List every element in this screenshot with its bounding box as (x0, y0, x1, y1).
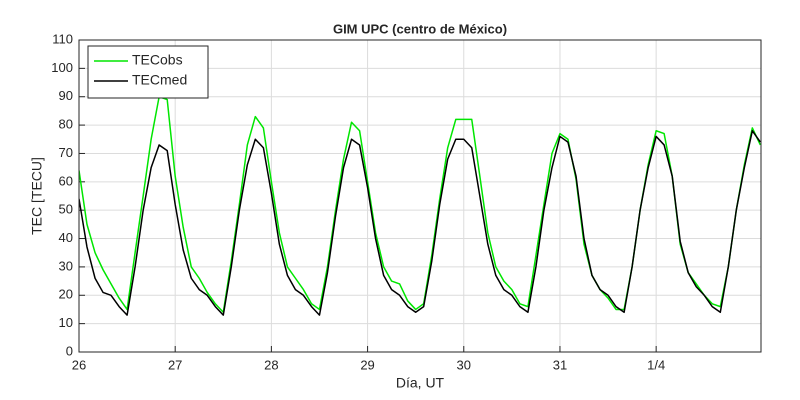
x-tick-label: 26 (72, 357, 86, 372)
y-tick-label: 30 (59, 258, 73, 273)
x-tick-label: 28 (264, 357, 278, 372)
y-tick-label: 100 (51, 60, 73, 75)
chart-title: GIM UPC (centro de México) (333, 21, 507, 36)
y-axis-label: TEC [TECU] (29, 157, 45, 235)
x-tick-label: 31 (553, 357, 567, 372)
legend-label: TECmed (132, 72, 187, 88)
x-tick-label: 27 (168, 357, 182, 372)
series-line (79, 130, 761, 316)
y-tick-label: 110 (52, 31, 73, 46)
y-tick-label: 10 (59, 315, 73, 330)
legend: TECobs TECmed (87, 45, 209, 99)
legend-box (87, 45, 209, 99)
x-tick-label: 29 (360, 357, 374, 372)
y-tick-label: 0 (66, 343, 73, 358)
x-axis-label: Día, UT (396, 375, 445, 391)
y-tick-label: 60 (59, 173, 73, 188)
x-tick-label: 1/4 (647, 357, 665, 372)
y-tick-label: 40 (59, 230, 73, 245)
y-tick-label: 70 (59, 145, 73, 160)
y-tick-label: 90 (59, 88, 73, 103)
legend-label: TECobs (132, 52, 183, 68)
x-tick-label: 30 (457, 357, 471, 372)
plot-frame (78, 39, 762, 353)
y-tick-label: 50 (59, 202, 73, 217)
y-tick-label: 20 (59, 287, 73, 302)
y-tick-label: 80 (59, 117, 73, 132)
